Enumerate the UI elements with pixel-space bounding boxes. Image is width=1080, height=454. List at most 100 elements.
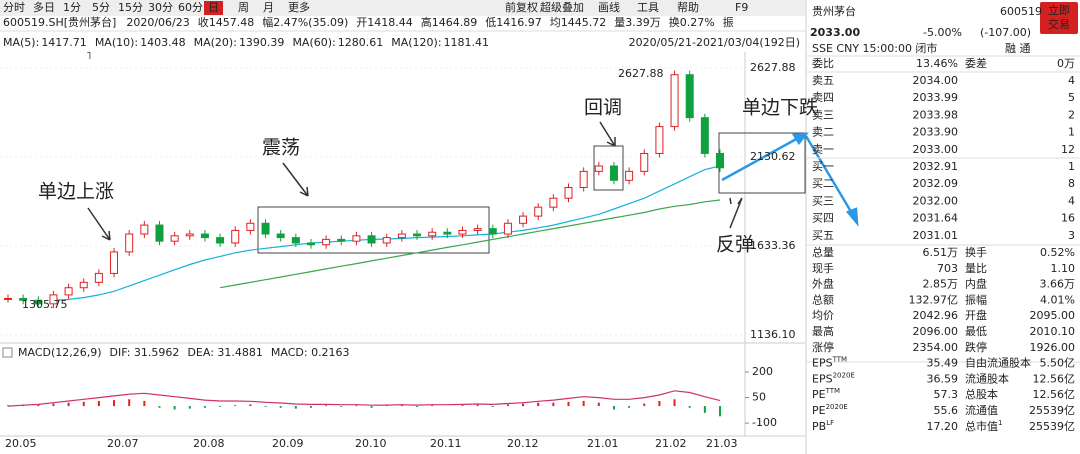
tab[interactable]: 日 (208, 1, 219, 14)
stat-value: 2096.00 (913, 325, 959, 338)
candle (4, 297, 12, 300)
info-value: 2.47%(35.09) (273, 16, 348, 29)
stat-value: 132.97亿 (909, 293, 959, 306)
stat-label: 跌停 (965, 340, 987, 354)
candle (216, 237, 225, 244)
range-text: 2020/05/21-2021/03/04(192日) (629, 36, 800, 49)
book-label: 委比 (812, 57, 834, 70)
macd-icon (2, 347, 13, 358)
button-text[interactable]: 立即 (1048, 3, 1070, 17)
stat-label: 流通股本 (965, 371, 1009, 385)
price: 2033.00 (810, 26, 860, 39)
tab[interactable]: 5分 (92, 1, 110, 14)
book-volume: 16 (1061, 212, 1075, 225)
info-value: 1464.89 (432, 16, 478, 29)
book-label: 买四 (812, 212, 834, 225)
stat-label: 总量 (812, 245, 834, 259)
candle (640, 152, 649, 172)
tab[interactable]: 15分 (118, 1, 143, 14)
y-tick-label: 200 (752, 365, 773, 378)
tool[interactable]: 工具 (637, 1, 659, 14)
stat-label: 涨停 (812, 340, 834, 354)
info-label: 振 (723, 15, 734, 29)
book-volume: 3 (1068, 229, 1075, 242)
stat-value: 25539亿 (1029, 420, 1075, 433)
candle (655, 126, 664, 154)
book-label: 委差 (965, 56, 987, 70)
candle (246, 222, 255, 231)
candle (155, 224, 164, 242)
book-price: 2031.01 (913, 229, 959, 242)
tool[interactable]: 前复权 (505, 0, 538, 14)
ma-line (219, 199, 721, 289)
candle (549, 197, 558, 208)
book-label: 买一 (812, 160, 834, 173)
y-tick-label: 2627.88 (750, 61, 796, 74)
active-tab-bg (204, 1, 223, 15)
arrow (282, 162, 309, 197)
dif-line (7, 390, 721, 407)
candle (34, 299, 43, 305)
arrow (721, 135, 801, 182)
candle (458, 229, 467, 235)
tab[interactable]: 60分 (178, 1, 203, 14)
stat-label: 自由流通股本 (965, 356, 1031, 370)
stat-label-sup: TTM (825, 387, 840, 395)
candle (291, 237, 300, 244)
tab[interactable]: 30分 (148, 1, 173, 14)
stat-label: 均价 (812, 309, 834, 322)
stat-label: 换手 (965, 245, 987, 259)
info-label: 均 (550, 16, 561, 29)
book-label: 买三 (812, 194, 834, 207)
book-label: 卖三 (812, 108, 834, 121)
button-text[interactable]: 交易 (1048, 17, 1070, 31)
change-pct: -5.00% (923, 26, 962, 39)
candle (700, 117, 709, 154)
book-label: 卖一 (812, 143, 834, 156)
marker: ˥ (86, 49, 91, 62)
book-price: 2033.00 (913, 143, 959, 156)
macd-item: DEA: 31.4881 (187, 346, 262, 359)
extreme-label: 1305.75 (22, 298, 68, 311)
stock-name: 贵州茅台 (812, 4, 856, 18)
stat-value: 4.01% (1040, 293, 1075, 306)
tab[interactable]: 月 (263, 1, 274, 14)
tab[interactable]: 分时 (3, 1, 25, 14)
tool[interactable]: 画线 (598, 0, 620, 14)
tab[interactable]: 周 (238, 1, 249, 14)
candle (625, 170, 634, 181)
tab[interactable]: 更多 (288, 0, 310, 14)
info-value: 1445.72 (561, 16, 607, 29)
candle (382, 237, 391, 244)
book-label: 卖五 (812, 74, 834, 87)
info-label: 高 (421, 15, 432, 29)
info-label: 换 (669, 15, 680, 29)
stat-value: 3.66万 (1040, 278, 1076, 291)
candle (519, 215, 528, 224)
book-label: 卖二 (812, 126, 834, 139)
tab[interactable]: 多日 (33, 0, 55, 14)
info-label: 幅 (262, 16, 273, 29)
tab[interactable]: 1分 (63, 1, 81, 14)
stat-label: 总额 (812, 292, 834, 306)
tool[interactable]: F9 (735, 1, 748, 14)
tool[interactable]: 帮助 (677, 0, 699, 14)
y-tick-label: 2130.62 (750, 150, 796, 163)
ma-value: 1280.61 (338, 36, 384, 49)
ma-value: 1417.71 (41, 36, 87, 49)
tool[interactable]: 超级叠加 (540, 0, 584, 14)
annotation: 反弹 (716, 234, 754, 256)
ma-value: 1181.41 (444, 36, 490, 49)
stat-value: 2042.96 (913, 309, 959, 322)
stat-label: 总股本 (965, 387, 998, 401)
book-value: 13.46% (916, 57, 958, 70)
stat-value: 17.20 (927, 420, 959, 433)
ma-value: 1390.39 (239, 36, 285, 49)
trade-button[interactable] (1040, 2, 1078, 34)
stat-value: 2095.00 (1030, 309, 1076, 322)
candle (185, 233, 194, 237)
y-tick-label: -100 (752, 416, 777, 429)
annotation: 单边下跌 (742, 97, 818, 119)
candle (670, 74, 679, 128)
macd-item: MACD: 0.2163 (271, 346, 350, 359)
